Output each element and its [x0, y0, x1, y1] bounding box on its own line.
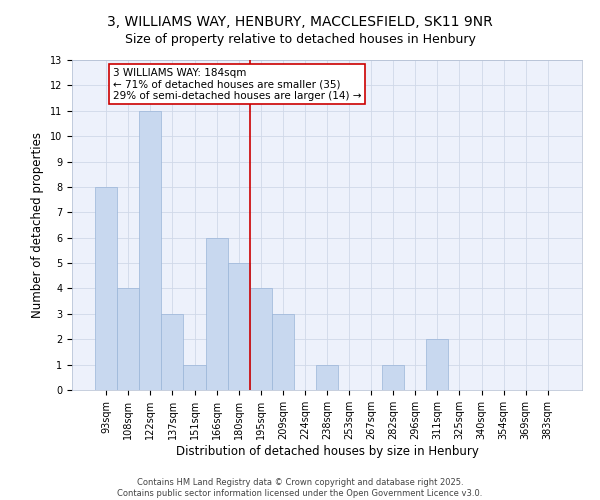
- X-axis label: Distribution of detached houses by size in Henbury: Distribution of detached houses by size …: [176, 444, 478, 458]
- Text: Contains HM Land Registry data © Crown copyright and database right 2025.
Contai: Contains HM Land Registry data © Crown c…: [118, 478, 482, 498]
- Text: Size of property relative to detached houses in Henbury: Size of property relative to detached ho…: [125, 32, 475, 46]
- Bar: [427, 339, 448, 390]
- Bar: [227, 263, 250, 390]
- Bar: [272, 314, 294, 390]
- Bar: [206, 238, 227, 390]
- Bar: [316, 364, 338, 390]
- Bar: [382, 364, 404, 390]
- Y-axis label: Number of detached properties: Number of detached properties: [31, 132, 44, 318]
- Bar: [161, 314, 184, 390]
- Bar: [184, 364, 206, 390]
- Text: 3 WILLIAMS WAY: 184sqm
← 71% of detached houses are smaller (35)
29% of semi-det: 3 WILLIAMS WAY: 184sqm ← 71% of detached…: [113, 68, 361, 101]
- Bar: [250, 288, 272, 390]
- Bar: [95, 187, 117, 390]
- Bar: [139, 111, 161, 390]
- Text: 3, WILLIAMS WAY, HENBURY, MACCLESFIELD, SK11 9NR: 3, WILLIAMS WAY, HENBURY, MACCLESFIELD, …: [107, 15, 493, 29]
- Bar: [117, 288, 139, 390]
